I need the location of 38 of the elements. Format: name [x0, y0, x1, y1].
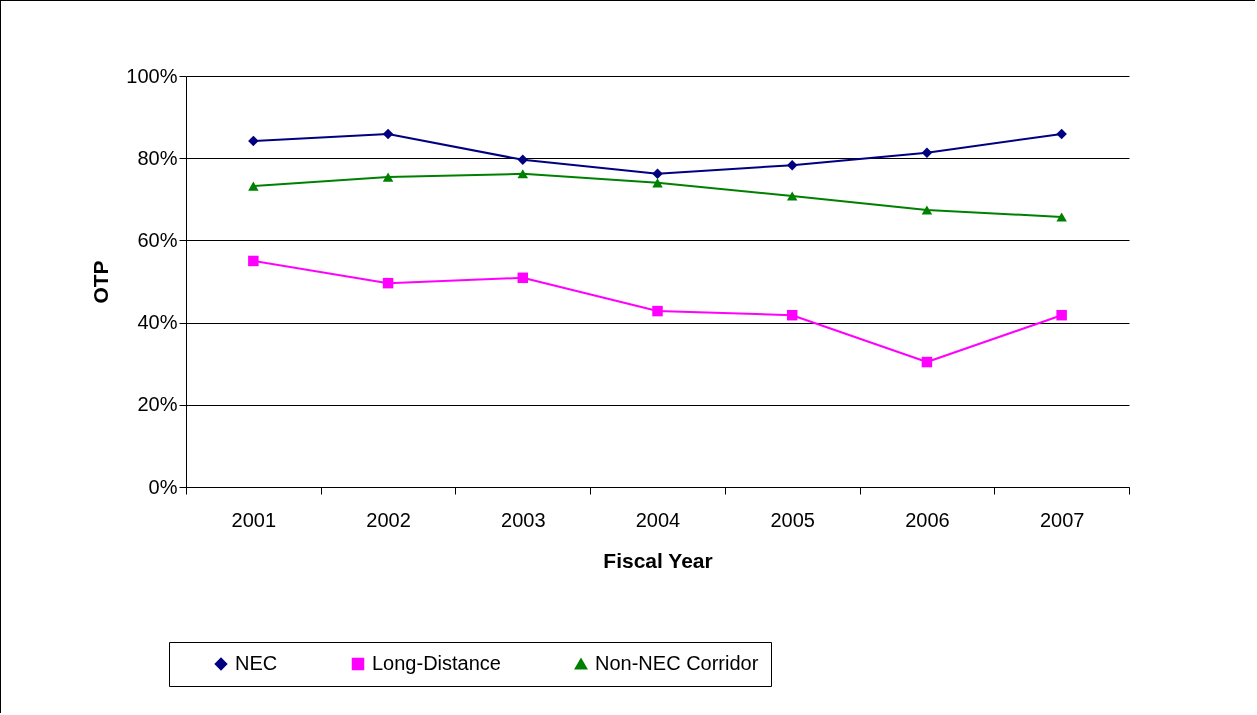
point [248, 135, 259, 147]
x-tick-label: 2007 [1039, 508, 1085, 531]
x-tick-label: 2002 [366, 508, 411, 531]
legend-label: Long-Distance [372, 652, 501, 674]
point [921, 356, 933, 368]
y-tick-label: 40% [137, 311, 178, 334]
point [652, 305, 663, 317]
y-axis-title: OTP [89, 260, 113, 304]
x-tick-label: 2006 [905, 508, 950, 531]
point [248, 255, 259, 267]
point [382, 277, 394, 289]
point [382, 172, 394, 182]
point [517, 169, 529, 179]
point [786, 159, 798, 171]
point [1056, 128, 1067, 140]
y-tick-label: 0% [148, 475, 178, 498]
x-axis-title: Fiscal Year [603, 548, 713, 572]
point [517, 272, 529, 284]
legend-label: NEC [235, 652, 278, 674]
x-tick-label: 2005 [770, 508, 815, 531]
point [921, 147, 933, 159]
legend-label: Non-NEC Corridor [595, 652, 759, 674]
point [786, 309, 798, 321]
point [1056, 309, 1067, 321]
y-tick-label: 100% [126, 64, 178, 87]
point [517, 154, 529, 166]
point [1056, 212, 1067, 222]
y-tick-label: 20% [137, 393, 178, 416]
point [786, 191, 798, 201]
x-tick-label: 2003 [501, 508, 546, 531]
x-tick-label: 2004 [635, 508, 681, 531]
y-tick-label: 60% [137, 228, 178, 251]
x-tick-label: 2001 [231, 508, 277, 531]
point [248, 181, 259, 191]
y-tick-label: 80% [137, 146, 178, 169]
point [652, 178, 663, 188]
point [382, 128, 394, 140]
point [921, 205, 933, 215]
